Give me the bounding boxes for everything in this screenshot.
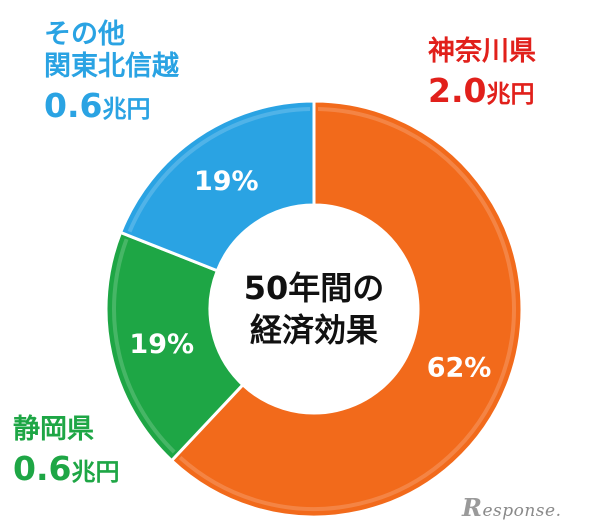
center-label-line-0: 50年間の bbox=[244, 269, 385, 307]
amount-kanagawa: 2.0兆円 bbox=[428, 70, 535, 110]
legend-label-kanagawa: 神奈川県 2.0兆円 bbox=[428, 36, 536, 111]
donut-slice-highlight-0 bbox=[178, 107, 516, 511]
center-label-line-1: 経済効果 bbox=[250, 311, 378, 349]
donut-slice-2 bbox=[118, 99, 316, 273]
legend-label-shizuoka: 静岡県 0.6兆円 bbox=[13, 414, 119, 489]
response-watermark-logo: Response. bbox=[462, 493, 562, 522]
region-name-other-line1: その他 bbox=[44, 19, 125, 50]
amount-other: 0.6兆円 bbox=[44, 85, 151, 125]
legend-label-other-kanto-hokushinetsu: その他 関東北信越 0.6兆円 bbox=[44, 19, 179, 126]
slice-percent-label-1: 19% bbox=[129, 329, 194, 360]
region-name-kanagawa: 神奈川県 bbox=[428, 36, 536, 67]
amount-shizuoka: 0.6兆円 bbox=[13, 448, 120, 488]
donut-slice-1 bbox=[104, 230, 245, 463]
donut-slice-highlight-2 bbox=[127, 107, 311, 233]
slice-percent-label-0: 62% bbox=[427, 352, 492, 383]
region-name-shizuoka: 静岡県 bbox=[13, 414, 94, 445]
donut-center-hole bbox=[212, 207, 416, 411]
donut-slice-highlight-1 bbox=[112, 238, 176, 454]
slice-percent-label-2: 19% bbox=[194, 166, 259, 197]
donut-slice-0 bbox=[169, 99, 524, 519]
region-name-other-line2: 関東北信越 bbox=[44, 50, 179, 82]
